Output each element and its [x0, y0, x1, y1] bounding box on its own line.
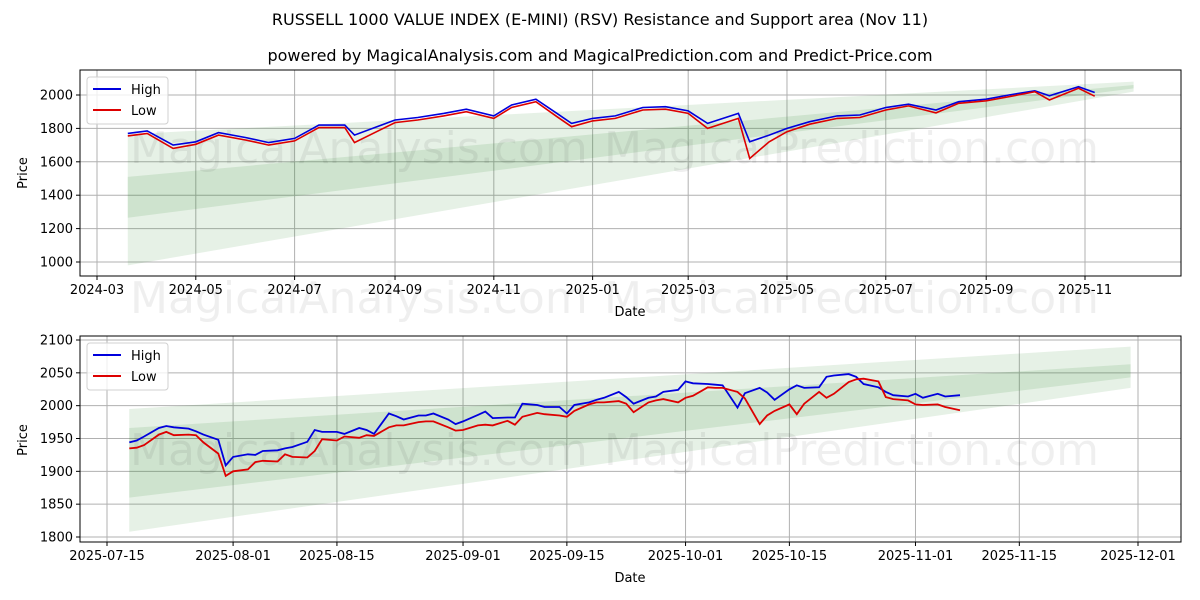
x-tick-label: 2025-03: [661, 283, 715, 298]
watermark-prediction-3: MagicalPrediction.com: [604, 425, 1099, 476]
x-tick-label: 2025-09-01: [425, 549, 501, 564]
x-tick-label: 2025-09-15: [529, 549, 605, 564]
bottom-low-line: [129, 377, 961, 478]
y-tick-label: 2000: [40, 399, 73, 414]
x-tick-label: 2025-09: [959, 283, 1013, 298]
x-tick-label: 2024-09: [368, 283, 422, 298]
y-tick-label: 2100: [40, 334, 73, 349]
watermark-prediction: MagicalPrediction.com: [604, 123, 1099, 174]
support-band-inner: [127, 84, 1134, 218]
x-tick-label: 2025-11-01: [878, 549, 954, 564]
watermark-prediction-2: MagicalPrediction.com: [604, 273, 1099, 324]
chart-title: RUSSELL 1000 VALUE INDEX (E-MINI) (RSV) …: [271, 10, 929, 29]
x-tick-label: 2024-05: [169, 283, 223, 298]
top-high-line: [127, 85, 1095, 146]
x-tick-label: 2025-11-15: [982, 549, 1058, 564]
bottom-high-line: [129, 373, 961, 468]
legend-high-label-2: High: [131, 349, 161, 364]
x-tick-label: 2025-05: [760, 283, 814, 298]
y-tick-label: 1200: [40, 222, 73, 237]
bottom-resistance-support-bands: [129, 346, 1131, 532]
y-tick-label: 2050: [40, 366, 73, 381]
x-tick-label: 2025-08-01: [195, 549, 271, 564]
bottom-axis-ticks: 1800 1850 1900 1950 2000 2050 2100 2025-07-15 20…: [40, 334, 1176, 565]
legend-high-label: High: [131, 83, 161, 98]
x-tick-label: 2024-07: [267, 283, 321, 298]
watermark-analysis: MagicalAnalysis.com: [130, 123, 588, 174]
y-tick-label: 2000: [40, 89, 73, 104]
top-axes-frame: [79, 69, 1182, 277]
top-low-line: [127, 87, 1096, 160]
y-tick-label: 1800: [40, 531, 73, 546]
x-tick-label: 2024-11: [467, 283, 521, 298]
top-resistance-support-bands: [127, 81, 1134, 266]
x-tick-label: 2025-08-15: [299, 549, 375, 564]
top-grid: [80, 70, 1181, 276]
x-tick-label: 2025-01: [565, 283, 619, 298]
x-tick-label: 2025-12-01: [1100, 549, 1176, 564]
chart-subtitle: powered by MagicalAnalysis.com and Magic…: [267, 46, 933, 65]
x-tick-label: 2025-11: [1058, 283, 1112, 298]
y-tick-label: 1950: [40, 432, 73, 447]
legend-low-label-2: Low: [131, 370, 157, 385]
x-tick-label: 2025-07-15: [69, 549, 145, 564]
bottom-plot: MagicalAnalysis.com MagicalPrediction.co…: [16, 334, 1182, 586]
x-tick-label: 2025-07: [859, 283, 913, 298]
y-tick-label: 1900: [40, 465, 73, 480]
legend-low-label: Low: [131, 104, 157, 119]
bottom-x-axis-label: Date: [614, 571, 645, 586]
top-y-axis-label: Price: [16, 157, 31, 189]
watermark-analysis-2: MagicalAnalysis.com: [130, 273, 588, 324]
watermark-analysis-3: MagicalAnalysis.com: [130, 425, 588, 476]
x-tick-label: 2025-10-01: [648, 549, 724, 564]
resistance-band-outer: [127, 81, 1134, 266]
y-tick-label: 1000: [40, 256, 73, 271]
x-tick-label: 2024-03: [70, 283, 124, 298]
top-axis-ticks: 1000 1200 1400 1600 1800 2000 2024-03 2024-05 20…: [40, 89, 1112, 299]
resistance-band-outer: [129, 346, 1131, 532]
top-plot: MagicalAnalysis.com MagicalPrediction.co…: [16, 69, 1182, 324]
y-tick-label: 1850: [40, 498, 73, 513]
y-tick-label: 1800: [40, 122, 73, 137]
bottom-y-axis-label: Price: [16, 424, 31, 456]
support-band-inner: [129, 364, 1131, 498]
y-tick-label: 1400: [40, 189, 73, 204]
y-tick-label: 1600: [40, 155, 73, 170]
x-tick-label: 2025-10-15: [752, 549, 828, 564]
top-legend: High Low: [86, 76, 169, 125]
bottom-legend: High Low: [86, 342, 169, 391]
top-x-axis-label: Date: [614, 305, 645, 320]
